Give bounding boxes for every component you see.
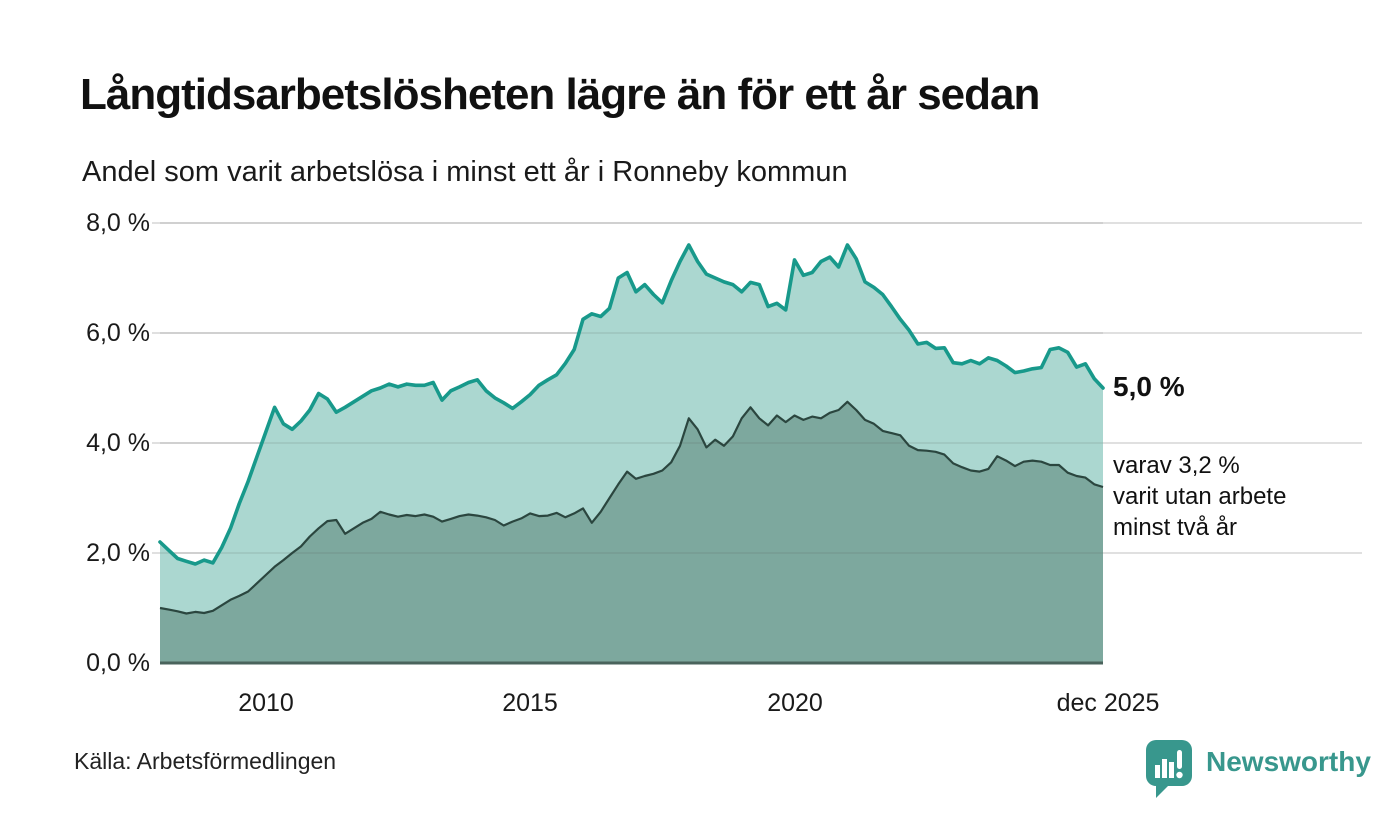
page-subtitle: Andel som varit arbetslösa i minst ett å… — [82, 156, 848, 188]
line-unemployed-one-year — [158, 243, 1105, 566]
line-unemployed-two-years — [159, 400, 1104, 615]
gridlines-overlay — [160, 222, 1103, 554]
logo-bar-3 — [1169, 762, 1174, 778]
two-year-annotation-line1: varav 3,2 % — [1113, 452, 1240, 479]
x-tick-label: 2020 — [767, 689, 823, 717]
newsworthy-logo: Newsworthy — [1146, 740, 1371, 800]
y-tick-label: 6,0 % — [86, 319, 150, 347]
logo-exclamation-dot — [1176, 771, 1183, 779]
newsworthy-logo-icon — [1146, 740, 1192, 798]
y-tick-label: 4,0 % — [86, 429, 150, 457]
logo-bar-2 — [1162, 759, 1167, 778]
logo-bar-1 — [1155, 765, 1160, 778]
brand-name: Newsworthy — [1206, 746, 1371, 777]
logo-exclamation-bar — [1177, 750, 1182, 769]
source-attribution: Källa: Arbetsförmedlingen — [74, 748, 337, 774]
two-year-annotation-line3: minst två år — [1113, 514, 1238, 541]
x-tick-label: dec 2025 — [1056, 689, 1160, 717]
two-year-annotation-line2: varit utan arbete — [1113, 483, 1287, 510]
page-title: Långtidsarbetslösheten lägre än för ett … — [80, 70, 1040, 119]
x-tick-label: 2015 — [502, 689, 558, 717]
y-tick-label: 0,0 % — [86, 649, 150, 677]
area-unemployed-two-years — [160, 401, 1103, 663]
y-tick-label: 8,0 % — [86, 209, 150, 237]
latest-value-label: 5,0 % — [1113, 371, 1185, 402]
x-tick-label: 2010 — [238, 689, 294, 717]
two-year-annotation: varav 3,2 % varit utan arbete minst två … — [1113, 450, 1286, 543]
y-tick-label: 2,0 % — [86, 539, 150, 567]
